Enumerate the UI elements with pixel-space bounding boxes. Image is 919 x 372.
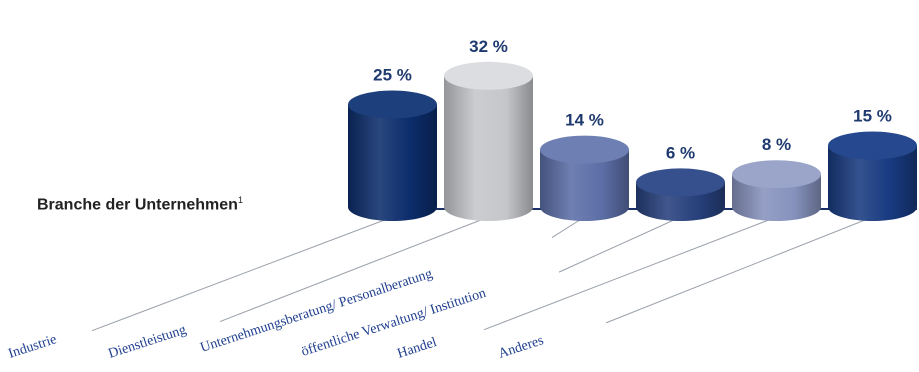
category-leader-line [558,216,681,273]
bar-top [636,168,725,197]
value-label: 15 % [853,107,892,126]
bars [348,61,917,222]
category-leader-line [605,216,873,324]
chart-title-footnote: 1 [237,195,243,205]
chart-title: Branche der Unternehmen1 [37,195,243,214]
bar [636,168,725,222]
bar-top [732,160,821,189]
value-labels: 25 % 32 % 14 % 6 % 8 % 15 % [373,37,892,163]
category-leader-line [91,216,393,332]
value-label: 25 % [373,66,412,85]
category-labels: Industrie Dienstleistung Unternehmungsbera… [7,266,546,361]
bar-body [348,104,437,222]
bar [828,131,917,222]
bar-body [444,75,533,222]
bar [540,135,629,222]
category-label: Dienstleistung [107,323,189,362]
bar [348,90,437,222]
category-leader-line [219,216,489,323]
bar-top [444,61,533,90]
chart-title-text: Branche der Unternehmen [37,196,238,214]
value-label: 6 % [666,143,695,162]
category-label: Handel [396,335,439,362]
value-label: 14 % [565,111,604,130]
category-label: öffentliche Verwaltung/ Institution [300,286,488,360]
value-label: 32 % [469,37,508,56]
bar [444,61,533,222]
bar-body [540,149,629,222]
category-label: Industrie [7,332,59,362]
category-label: Anderes [497,333,546,362]
value-label: 8 % [762,135,791,154]
bar [732,160,821,222]
bar-top [348,90,437,119]
bar-top [540,135,629,164]
category-leader-lines [91,216,873,332]
bar-top [828,131,917,160]
category-leader-line [483,216,777,331]
bar-body [828,145,917,222]
